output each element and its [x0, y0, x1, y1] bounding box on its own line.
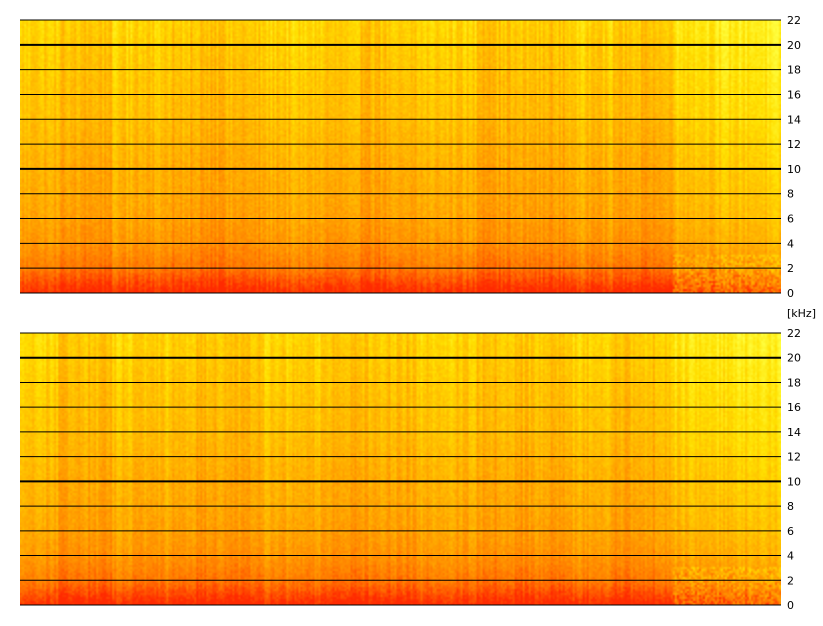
tick-label-8: 8 [787, 500, 794, 513]
top-spectrogram: 0 2 4 6 8 10 12 14 16 18 20 22 [20, 14, 801, 300]
tick-label-18: 18 [787, 64, 801, 77]
tick-label-0: 0 [787, 287, 794, 300]
tick-label-10: 10 [787, 163, 801, 176]
tick-label-20: 20 [787, 39, 801, 52]
tick-label-16: 16 [787, 88, 801, 101]
tick-label-8: 8 [787, 188, 794, 201]
tick-label-20: 20 [787, 352, 801, 365]
top-frequency-tick-labels: 0 2 4 6 8 10 12 14 16 18 20 22 [787, 14, 801, 300]
tick-label-16: 16 [787, 401, 801, 414]
tick-label-14: 14 [787, 113, 801, 126]
tick-label-12: 12 [787, 138, 801, 151]
tick-label-12: 12 [787, 451, 801, 464]
tick-label-2: 2 [787, 574, 794, 587]
top-spectrogram-image [20, 20, 781, 293]
bottom-spectrogram: 0 2 4 6 8 10 12 14 16 18 20 22 [20, 327, 801, 612]
tick-label-18: 18 [787, 376, 801, 389]
tick-label-6: 6 [787, 213, 794, 226]
tick-label-10: 10 [787, 475, 801, 488]
tick-label-2: 2 [787, 262, 794, 275]
frequency-unit-label: [kHz] [787, 307, 816, 320]
bottom-spectrogram-image [20, 333, 781, 605]
tick-label-22: 22 [787, 327, 801, 340]
tick-label-22: 22 [787, 14, 801, 27]
bottom-frequency-tick-labels: 0 2 4 6 8 10 12 14 16 18 20 22 [787, 327, 801, 612]
bottom-frequency-gridlines [20, 332, 781, 606]
tick-label-14: 14 [787, 426, 801, 439]
tick-label-0: 0 [787, 599, 794, 612]
tick-label-4: 4 [787, 550, 794, 563]
tick-label-4: 4 [787, 237, 794, 250]
tick-label-6: 6 [787, 525, 794, 538]
top-frequency-gridlines [20, 19, 781, 294]
